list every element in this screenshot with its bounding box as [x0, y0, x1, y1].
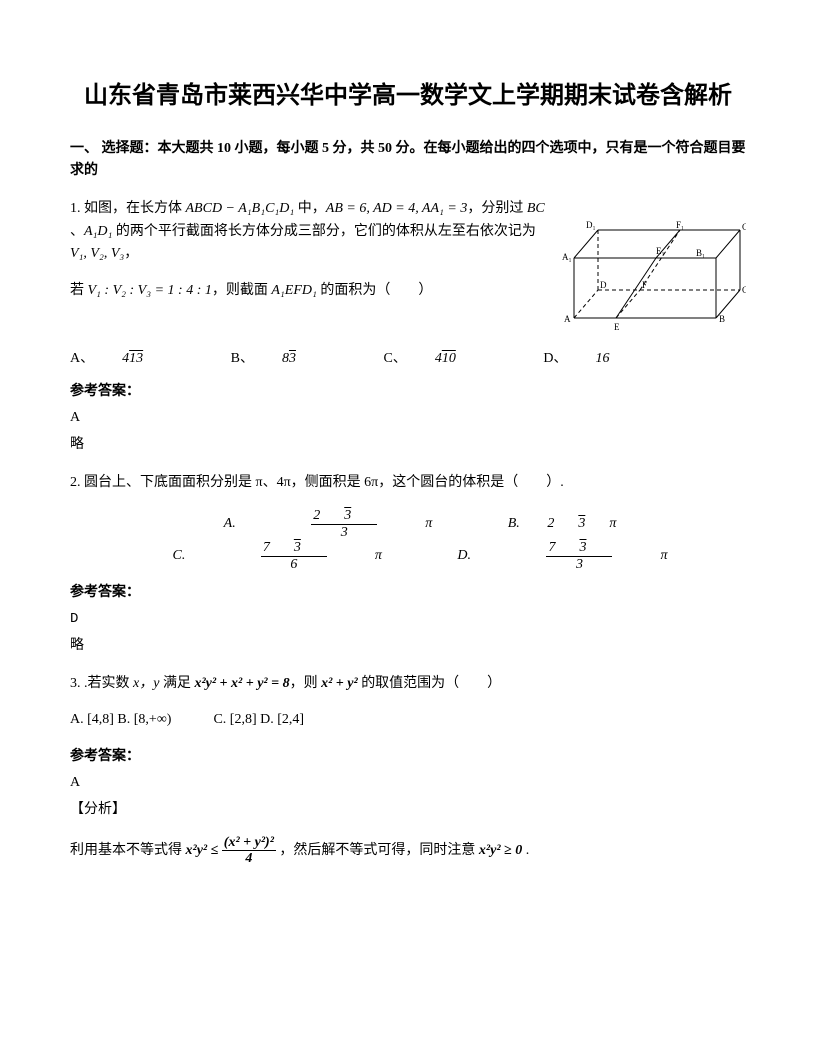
q3-analysis-label: 【分析】 [70, 799, 746, 821]
svg-text:F₁: F₁ [676, 220, 684, 230]
cuboid-diagram: A B C D A₁ B₁ C₁ D₁ E F E₁ F₁ [556, 188, 746, 338]
q1-brief: 略 [70, 434, 746, 456]
question-3: 3. .若实数 x，y 满足 x²y² + x² + y² = 8，则 x² +… [70, 673, 746, 867]
q3-answer-label: 参考答案： [70, 746, 746, 768]
q3-options: A. [4,8] B. [8,+∞) C. [2,8] D. [2,4] [70, 709, 746, 731]
q3-stem: 3. .若实数 x，y 满足 x²y² + x² + y² = 8，则 x² +… [70, 673, 746, 695]
svg-text:C₁: C₁ [742, 222, 746, 232]
section-header: 一、 选择题：本大题共 10 小题，每小题 5 分，共 50 分。在每小题给出的… [70, 138, 746, 183]
q1-options: A、413 B、83 C、410 D、16 [70, 348, 746, 370]
q2-options: A. 233π B. 23π C. 736π D. 733π [70, 508, 746, 572]
svg-text:C: C [742, 285, 746, 295]
q2-brief: 略 [70, 635, 746, 657]
q1-answer-label: 参考答案： [70, 381, 746, 403]
q1-answer: A [70, 407, 746, 429]
question-1: A B C D A₁ B₁ C₁ D₁ E F E₁ F₁ 1. 如图，在长方体… [70, 198, 746, 456]
svg-text:B: B [719, 314, 725, 324]
q3-answer: A [70, 772, 746, 794]
page-title: 山东省青岛市莱西兴华中学高一数学文上学期期末试卷含解析 [70, 80, 746, 114]
svg-text:D₁: D₁ [586, 220, 596, 230]
question-2: 2. 圆台上、下底面面积分别是 π、4π，侧面积是 6π，这个圆台的体积是（ ）… [70, 472, 746, 657]
q2-answer: D [70, 608, 746, 630]
q2-stem: 2. 圆台上、下底面面积分别是 π、4π，侧面积是 6π，这个圆台的体积是（ ）… [70, 472, 746, 494]
svg-text:F: F [642, 280, 647, 290]
svg-text:A: A [564, 314, 571, 324]
svg-text:A₁: A₁ [562, 252, 572, 262]
svg-text:D: D [600, 280, 607, 290]
q3-analysis: 利用基本不等式得 x²y² ≤ (x² + y²)²4 ，然后解不等式可得，同时… [70, 835, 746, 867]
svg-text:B₁: B₁ [696, 248, 705, 258]
svg-text:E₁: E₁ [656, 246, 665, 256]
q2-answer-label: 参考答案： [70, 582, 746, 604]
svg-text:E: E [614, 322, 620, 332]
